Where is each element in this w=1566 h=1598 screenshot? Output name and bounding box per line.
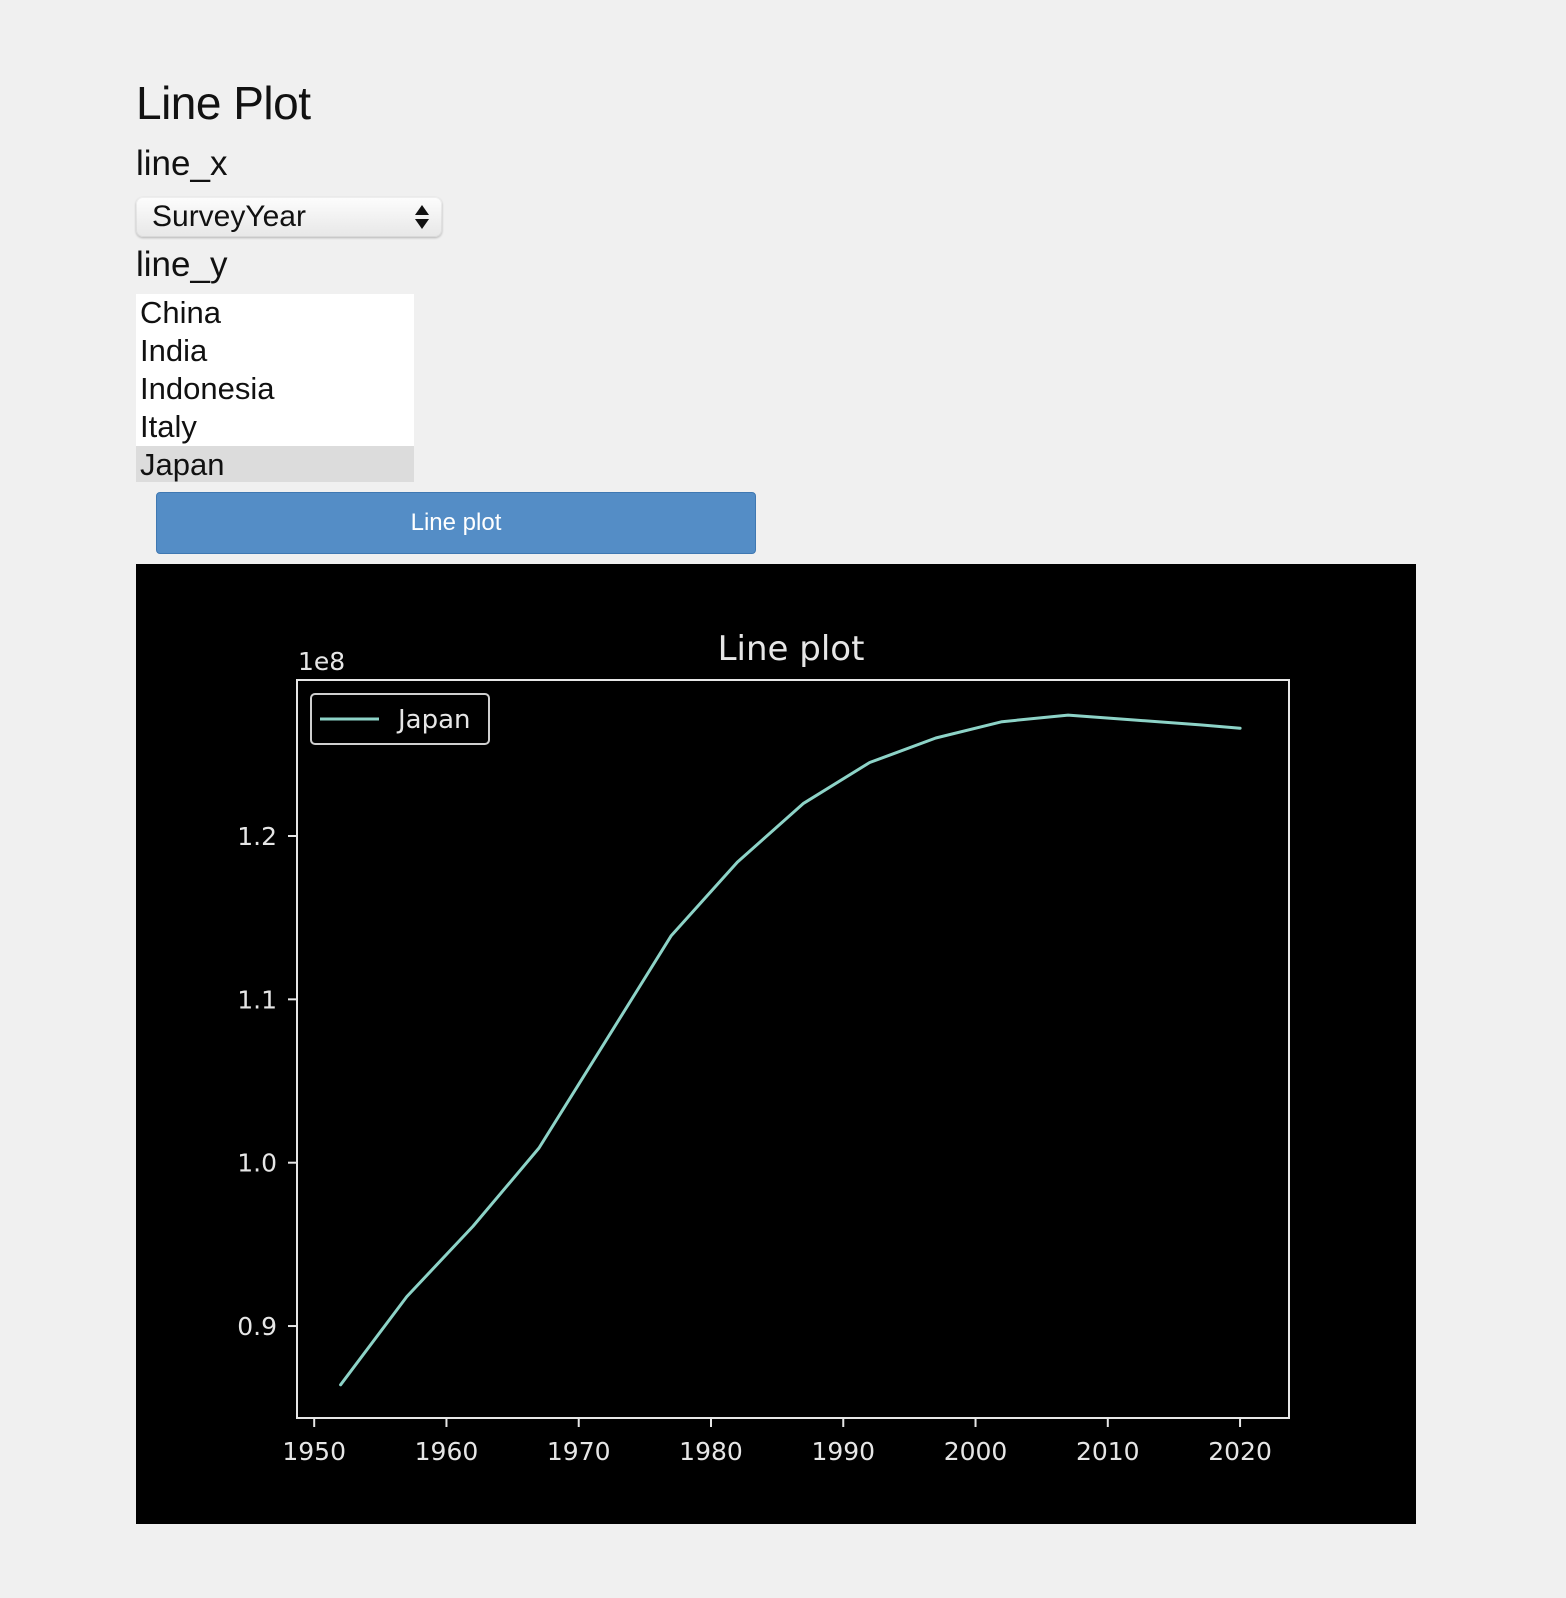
line-y-option-india[interactable]: India <box>140 333 208 368</box>
series-line-japan <box>339 713 1242 1387</box>
x-axis: 1950 1960 1970 1980 1990 2000 2010 2020 <box>282 1418 1272 1466</box>
x-tick-label-1990: 1990 <box>811 1437 875 1466</box>
x-tick-label-1970: 1970 <box>547 1437 611 1466</box>
plot-area-frame <box>296 679 1290 1419</box>
line-plot-button[interactable]: Line plot <box>156 492 756 554</box>
page-title: Line Plot <box>136 77 311 129</box>
line-y-option-italy[interactable]: Italy <box>140 409 197 444</box>
y-multiplier-label: 1e8 <box>298 647 345 676</box>
line-y-option-indonesia[interactable]: Indonesia <box>140 371 275 406</box>
line-x-label: line_x <box>136 144 228 183</box>
line-x-selected-value: SurveyYear <box>152 200 306 233</box>
x-tick-label-1960: 1960 <box>415 1437 479 1466</box>
line-y-listbox[interactable]: China India Indonesia Italy Japan <box>136 294 414 482</box>
x-tick-label-1980: 1980 <box>679 1437 743 1466</box>
y-tick-label-1.2: 1.2 <box>237 822 277 851</box>
x-tick-label-2010: 2010 <box>1076 1437 1140 1466</box>
x-tick-label-1950: 1950 <box>282 1437 346 1466</box>
line-y-option-china[interactable]: China <box>140 295 221 330</box>
legend-label-japan: Japan <box>396 705 471 735</box>
line-x-select[interactable]: SurveyYear <box>136 197 442 237</box>
x-tick-label-2000: 2000 <box>944 1437 1008 1466</box>
y-tick-label-0.9: 0.9 <box>237 1312 277 1341</box>
line-y-label: line_y <box>136 245 228 284</box>
line-plot-image: Line plot 1e8 1950 1960 1970 1980 1990 2000 20… <box>136 564 1416 1524</box>
chart-title: Line plot <box>718 629 865 669</box>
y-tick-label-1.0: 1.0 <box>237 1149 277 1178</box>
line-chart: Line plot 1e8 1950 1960 1970 1980 1990 2000 20… <box>237 629 1290 1466</box>
y-axis: 0.9 1.0 1.1 1.2 <box>237 822 297 1341</box>
y-tick-label-1.1: 1.1 <box>237 985 277 1014</box>
legend-box <box>310 693 490 745</box>
series-layer <box>339 713 1242 1387</box>
x-tick-label-2020: 2020 <box>1208 1437 1272 1466</box>
select-arrows-icon <box>415 205 429 229</box>
line-y-option-japan[interactable]: Japan <box>136 446 414 482</box>
legend: Japan <box>310 693 490 745</box>
